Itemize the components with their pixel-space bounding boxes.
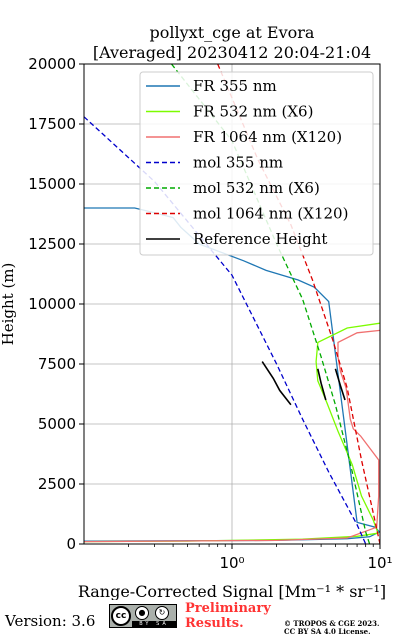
series-reference-height-segment (334, 368, 346, 401)
y-tick-label: 17500 (28, 115, 76, 133)
y-tick-label: 20000 (28, 55, 76, 73)
cc-sa-icon: ↻ (155, 606, 169, 620)
cc-license-badge: cc ● ↻ BY SA (109, 604, 177, 628)
legend-label: mol 1064 nm (X120) (193, 205, 348, 223)
copyright-notice: © TROPOS & CGE 2023. CC BY SA 4.0 Licens… (284, 620, 379, 636)
legend-label: FR 532 nm (X6) (193, 103, 313, 121)
legend-label: mol 355 nm (193, 154, 283, 172)
x-axis-label: Range-Corrected Signal [Mm⁻¹ * sr⁻¹] (78, 582, 386, 600)
legend: FR 355 nm FR 532 nm (X6) FR 1064 nm (X120)… (139, 71, 374, 256)
chart-title-line2: [Averaged] 20230412 20:04-21:04 (93, 43, 371, 62)
y-tick-label: 12500 (28, 235, 76, 253)
cc-sa-text: SA (156, 621, 169, 627)
copyright-line2: CC BY SA 4.0 License. (284, 627, 371, 636)
series-fr-1064-nm-x120-line (84, 329, 380, 543)
cc-by-icon: ● (135, 606, 149, 620)
chart-title-line1: pollyxt_cge at Evora (150, 23, 315, 42)
signal-profile-chart: pollyxt_cge at Evora [Averaged] 20230412… (0, 23, 393, 600)
legend-label: FR 355 nm (193, 77, 277, 95)
series-reference-height-segment (317, 368, 327, 401)
plot-area (84, 64, 380, 544)
preliminary-line1: Preliminary (185, 601, 271, 616)
y-tick-label: 7500 (38, 355, 76, 373)
preliminary-notice: Preliminary Results. (185, 601, 271, 631)
cc-by-text: BY (139, 621, 152, 627)
x-tick-label: 10¹ (367, 554, 392, 572)
x-tick-label: 10⁰ (219, 554, 244, 572)
cc-icon: cc (111, 606, 131, 626)
axes: 0 2500 5000 7500 10000 12500 15000 17500 20000 10… (28, 55, 392, 572)
legend-label: mol 532 nm (X6) (193, 179, 320, 197)
copyright-line1: © TROPOS & CGE 2023. (284, 619, 380, 628)
y-tick-label: 15000 (28, 175, 76, 193)
preliminary-line2: Results. (185, 616, 244, 631)
y-axis-label: Height (m) (0, 263, 17, 346)
series-reference-height-segment (261, 361, 292, 406)
footer: Version: 3.6 cc ● ↻ BY SA Preliminary Re… (0, 600, 400, 640)
y-tick-label: 5000 (38, 415, 76, 433)
cc-strip: BY SA (132, 621, 176, 627)
series-mol-532-nm-x6-line (170, 64, 371, 544)
version-label: Version: 3.6 (5, 612, 96, 630)
legend-label: Reference Height (193, 230, 327, 248)
legend-label: FR 1064 nm (X120) (193, 128, 342, 146)
legend-box (139, 71, 374, 256)
y-tick-label: 0 (66, 535, 76, 553)
y-tick-label: 10000 (28, 295, 76, 313)
series-fr-532-nm-x6-line (84, 322, 380, 543)
y-tick-label: 2500 (38, 475, 76, 493)
